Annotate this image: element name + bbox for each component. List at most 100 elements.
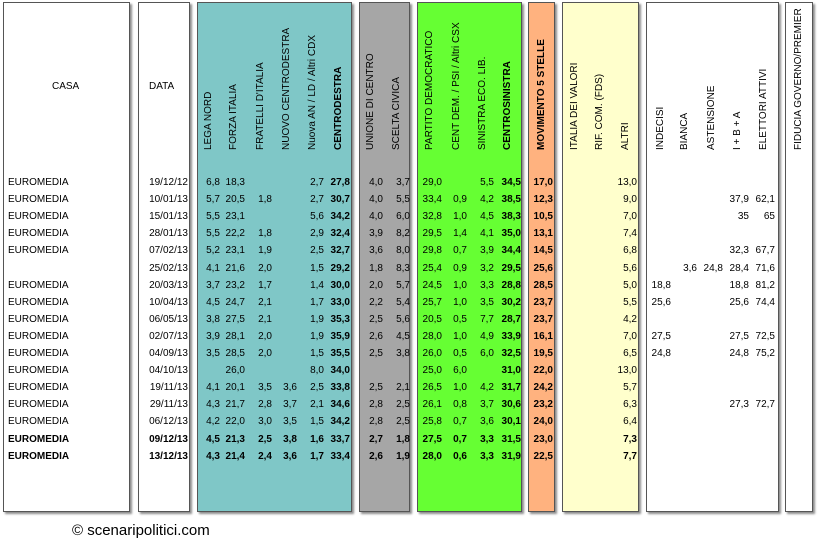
cell-sel: 3,5 <box>480 297 494 308</box>
cell-sel: 3,6 <box>480 416 494 427</box>
cell-cd: 0,7 <box>453 434 467 445</box>
table-row: EUROMEDIA 15/01/13 5,5 23,1 5,6 34,2 4,0 6,0 32,… <box>0 211 830 223</box>
cell-sel: 4,1 <box>480 228 494 239</box>
cell-ln: 6,8 <box>206 177 220 188</box>
cell-ind: 24,8 <box>651 348 671 359</box>
cell-an: 2,9 <box>310 228 324 239</box>
cell-data: 06/05/13 <box>149 314 188 325</box>
cell-cd: 1,0 <box>453 280 467 291</box>
cell-an: 1,5 <box>310 263 324 274</box>
table-row: EUROMEDIA 28/01/13 5,5 22,2 1,8 2,9 32,4 3,9 8,2… <box>0 228 830 240</box>
header-altri-cdx: Nuova AN / LD / Altri CDX <box>307 34 318 150</box>
header-sel: SINISTRA ECO. LIB. <box>477 56 488 150</box>
cell-alt: 7,7 <box>623 451 637 462</box>
cell-ind: 27,5 <box>651 331 671 342</box>
cell-ncd: 3,7 <box>283 399 297 410</box>
cell-data: 15/01/13 <box>149 211 188 222</box>
cell-cdx: 34,2 <box>330 211 350 222</box>
table-row: 25/02/13 4,1 21,6 2,0 1,5 29,2 1,8 8,3 25,4 0,9 3,… <box>0 263 830 275</box>
table-row: EUROMEDIA 29/11/13 4,3 21,7 2,8 3,7 2,1 34,6 2,8… <box>0 399 830 411</box>
cell-alt: 6,5 <box>623 348 637 359</box>
cell-cd: 0,7 <box>453 416 467 427</box>
cell-alt: 13,0 <box>617 365 637 376</box>
cell-data: 07/02/13 <box>149 245 188 256</box>
table-row: EUROMEDIA 09/12/13 4,5 21,3 2,5 3,8 1,6 33,7 2,7… <box>0 434 830 446</box>
cell-pd: 25,4 <box>422 263 442 274</box>
cell-cd: 6,0 <box>453 365 467 376</box>
cell-iba: 25,6 <box>729 297 749 308</box>
cell-an: 1,6 <box>310 434 324 445</box>
cell-fdi: 2,5 <box>258 434 272 445</box>
cell-csx: 30,1 <box>501 416 521 427</box>
cell-fi: 23,2 <box>225 280 245 291</box>
cell-data: 13/12/13 <box>149 451 188 462</box>
cell-udc: 4,0 <box>369 194 383 205</box>
cell-cdx: 33,8 <box>330 382 350 393</box>
cell-m5s: 23,0 <box>533 434 553 445</box>
header-astensione: ASTENSIONE <box>706 85 717 150</box>
table-row: EUROMEDIA 10/01/13 5,7 20,5 1,8 2,7 30,7 4,0 5,5… <box>0 194 830 206</box>
cell-fdi: 2,4 <box>258 451 272 462</box>
cell-sc: 3,8 <box>396 348 410 359</box>
cell-iba: 18,8 <box>729 280 749 291</box>
cell-an: 1,7 <box>310 297 324 308</box>
cell-cdx: 35,9 <box>330 331 350 342</box>
cell-data: 04/10/13 <box>149 365 188 376</box>
cell-cdx: 35,3 <box>330 314 350 325</box>
cell-casa: EUROMEDIA <box>8 314 69 325</box>
cell-cdx: 33,4 <box>330 451 350 462</box>
cell-pd: 32,8 <box>422 211 442 222</box>
cell-fi: 23,1 <box>225 245 245 256</box>
cell-sc: 6,0 <box>396 211 410 222</box>
cell-ln: 3,8 <box>206 314 220 325</box>
cell-udc: 2,5 <box>369 348 383 359</box>
cell-alt: 9,0 <box>623 194 637 205</box>
cell-udc: 2,7 <box>369 434 383 445</box>
cell-data: 20/03/13 <box>149 280 188 291</box>
cell-an: 1,9 <box>310 331 324 342</box>
cell-cdx: 34,0 <box>330 365 350 376</box>
cell-fdi: 1,8 <box>258 228 272 239</box>
cell-fdi: 3,0 <box>258 416 272 427</box>
cell-udc: 2,6 <box>369 451 383 462</box>
cell-alt: 6,8 <box>623 245 637 256</box>
cell-m5s: 16,1 <box>533 331 553 342</box>
table-row: EUROMEDIA 07/02/13 5,2 23,1 1,9 2,5 32,7 3,6 8,0… <box>0 245 830 257</box>
cell-udc: 2,2 <box>369 297 383 308</box>
cell-iba: 37,9 <box>729 194 749 205</box>
cell-csx: 38,3 <box>501 211 521 222</box>
cell-csx: 31,5 <box>501 434 521 445</box>
cell-fdi: 2,1 <box>258 314 272 325</box>
table-row: EUROMEDIA 06/12/13 4,2 22,0 3,0 3,5 1,5 34,2 2,8… <box>0 416 830 428</box>
header-fiducia: FIDUCIA GOVERNO/PREMIER <box>793 8 804 150</box>
cell-ncd: 3,8 <box>283 434 297 445</box>
cell-an: 2,7 <box>310 194 324 205</box>
cell-fi: 28,1 <box>225 331 245 342</box>
cell-pd: 26,0 <box>422 348 442 359</box>
cell-pd: 26,1 <box>422 399 442 410</box>
panel-centro <box>359 2 410 512</box>
cell-fi: 18,3 <box>225 177 245 188</box>
cell-sc: 5,5 <box>396 194 410 205</box>
cell-m5s: 13,1 <box>533 228 553 239</box>
cell-an: 2,5 <box>310 245 324 256</box>
cell-ast: 24,8 <box>703 263 723 274</box>
panel-casa <box>3 2 130 512</box>
header-data: DATA <box>149 81 175 92</box>
cell-pd: 25,0 <box>422 365 442 376</box>
cell-fi: 21,7 <box>225 399 245 410</box>
panel-centrosinistra <box>417 2 522 512</box>
header-m5s: MOVIMENTO 5 STELLE <box>536 39 547 150</box>
cell-an: 1,5 <box>310 348 324 359</box>
header-nuovo-centrodestra: NUOVO CENTRODESTRA <box>281 27 292 150</box>
cell-iba: 35 <box>737 211 749 222</box>
cell-an: 8,0 <box>310 365 324 376</box>
cell-ea: 74,4 <box>755 297 775 308</box>
cell-sc: 5,6 <box>396 314 410 325</box>
cell-casa: EUROMEDIA <box>8 365 69 376</box>
cell-ln: 4,3 <box>206 451 220 462</box>
cell-sel: 3,9 <box>480 245 494 256</box>
cell-ncd: 3,6 <box>283 382 297 393</box>
cell-cdx: 32,4 <box>330 228 350 239</box>
cell-pd: 26,5 <box>422 382 442 393</box>
